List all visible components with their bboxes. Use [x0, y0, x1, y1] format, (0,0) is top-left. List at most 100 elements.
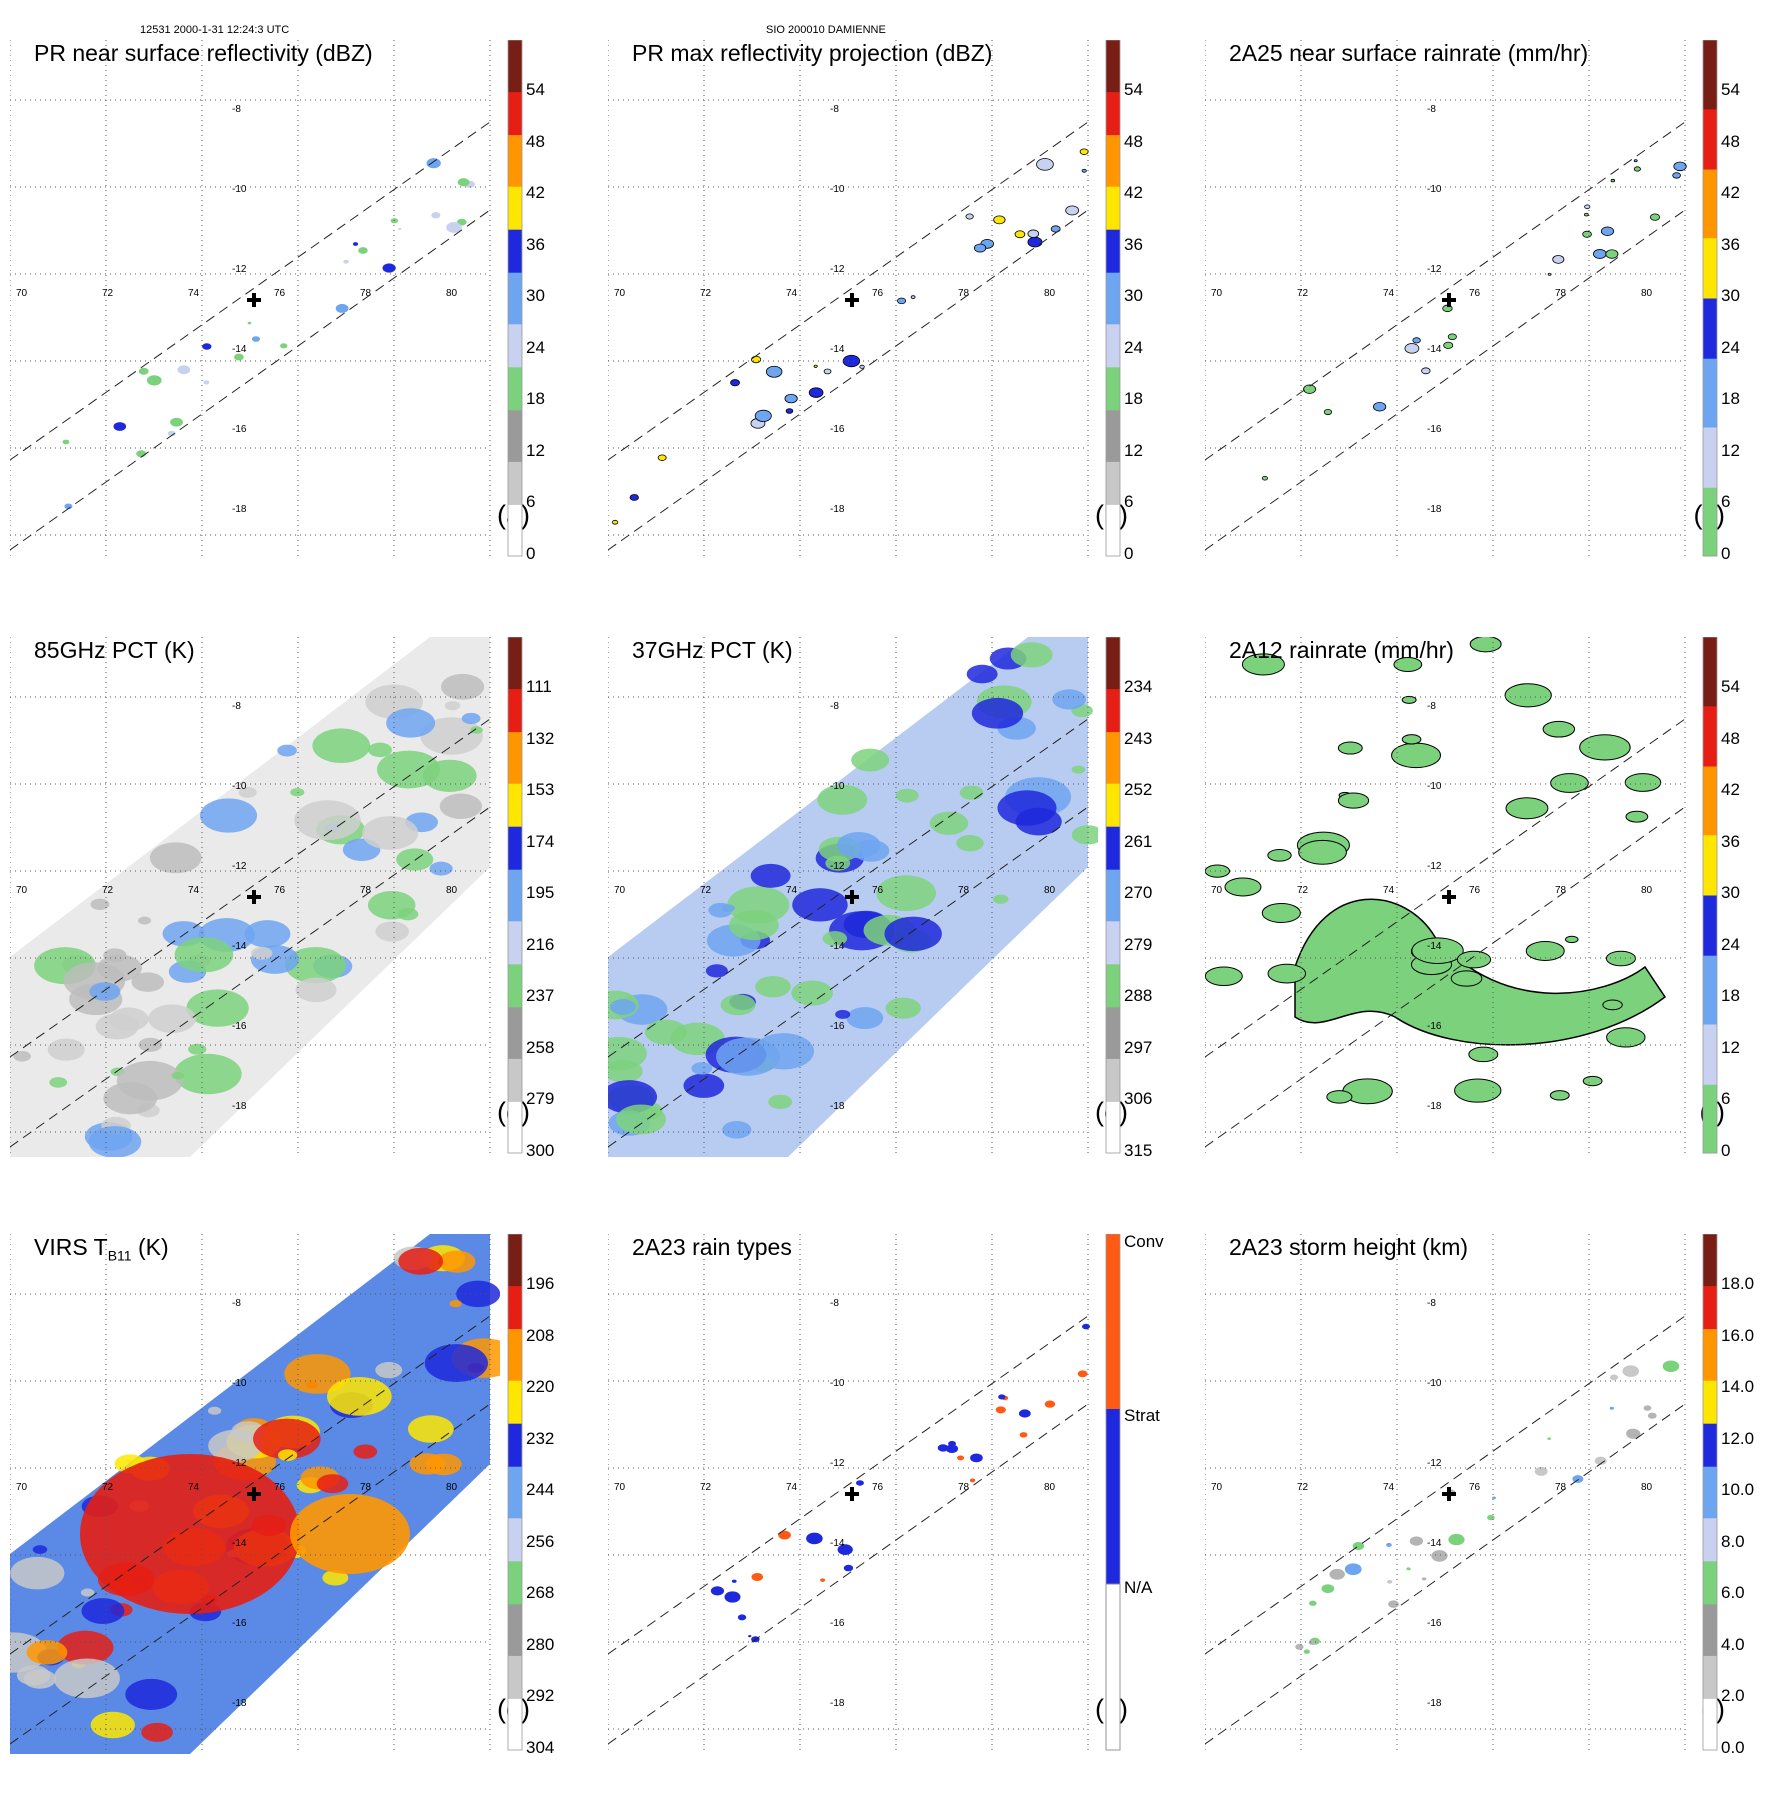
colorbar-segment [1703, 65, 1717, 75]
colorbar-segment [508, 1049, 522, 1059]
swath-edge-upper [608, 718, 1089, 1058]
lon-tick-76: 76 [274, 288, 286, 299]
rain-cell [294, 800, 361, 841]
colorbar-label: 18 [1124, 389, 1143, 408]
colorbar-segment [508, 1612, 522, 1622]
rain-cell [1468, 1046, 1499, 1063]
colorbar-segment [1106, 547, 1120, 557]
precip-pixel [136, 450, 147, 458]
rain-cell [367, 742, 392, 758]
colorbar-segment [1703, 1621, 1717, 1631]
precip-pixel [823, 368, 832, 375]
colorbar-segment [508, 671, 522, 681]
colorbar-segment [508, 57, 522, 67]
colorbar-segment [1106, 886, 1120, 896]
colorbar-segment [508, 1320, 522, 1330]
colorbar-segment [508, 48, 522, 58]
colorbar-segment [508, 1006, 522, 1016]
colorbar-segment [508, 1664, 522, 1674]
colorbar-segment [1106, 748, 1120, 758]
colorbar-label: 195 [526, 883, 555, 902]
colorbar-segment [508, 1440, 522, 1450]
colorbar-segment [1703, 1363, 1717, 1373]
rain-cell [1411, 937, 1464, 964]
colorbar-segment [508, 920, 522, 930]
colorbar-segment [508, 1500, 522, 1510]
colorbar-segment [508, 1234, 522, 1244]
rain-cell [244, 920, 291, 948]
colorbar-segment [508, 1449, 522, 1459]
colorbar-segment [1106, 1041, 1120, 1051]
rain-cell [1549, 1090, 1570, 1101]
colorbar-segment [1106, 1092, 1120, 1102]
colorbar-segment [1106, 645, 1120, 655]
colorbar-segment [508, 435, 522, 445]
colorbar-segment [508, 323, 522, 333]
colorbar-segment [1106, 212, 1120, 222]
colorbar-segment [1703, 1603, 1717, 1613]
colorbar-segment [508, 1294, 522, 1304]
precip-pixel [1386, 1542, 1392, 1547]
colorbar-segment [1106, 877, 1120, 887]
colorbar-segment [508, 662, 522, 672]
lon-tick-72: 72 [700, 885, 712, 896]
precip-pixel [1409, 1536, 1424, 1546]
colorbar-segment [1106, 662, 1120, 672]
lat-tick--8: -8 [830, 1298, 839, 1309]
colorbar-label: 30 [1721, 883, 1740, 902]
colorbar-label: 12 [1124, 440, 1143, 460]
colorbar-segment [1106, 637, 1120, 647]
colorbar-segment [508, 1110, 522, 1120]
precip-pixel [1295, 1643, 1304, 1650]
rain-cell [1326, 1090, 1353, 1104]
colorbar-segment [1703, 1741, 1717, 1751]
colorbar-segment [1106, 143, 1120, 153]
colorbar-segment [508, 680, 522, 690]
rain-cell [929, 811, 969, 835]
colorbar-segment [508, 1302, 522, 1312]
rain-cell [386, 708, 436, 738]
colorbar-label: 111 [526, 677, 552, 696]
colorbar-segment [1703, 341, 1717, 351]
lat-tick--14: -14 [1427, 344, 1442, 355]
colorbar-label: 42 [1721, 183, 1740, 202]
colorbar-segment [1703, 1092, 1717, 1102]
colorbar-segment [1703, 1049, 1717, 1059]
precip-pixel [167, 430, 176, 437]
colorbar-segment [1703, 714, 1717, 724]
colorbar-segment [1703, 495, 1717, 505]
lon-tick-80: 80 [1641, 288, 1653, 299]
colorbar-segment [1703, 877, 1717, 887]
colorbar-segment [508, 1423, 522, 1433]
colorbar-segment [508, 912, 522, 922]
precip-pixel [1027, 229, 1040, 238]
rain-cell [992, 894, 1009, 904]
precip-pixel [820, 1578, 826, 1582]
colorbar-segment [508, 963, 522, 973]
colorbar-segment [508, 1492, 522, 1502]
rain-cell [1505, 797, 1549, 820]
colorbar-segment [508, 1535, 522, 1545]
lat-tick--18: -18 [830, 1698, 845, 1709]
lon-tick-72: 72 [1297, 1482, 1309, 1493]
colorbar-segment [1703, 1075, 1717, 1085]
colorbar-segment [1703, 723, 1717, 733]
colorbar-segment [1106, 895, 1120, 905]
colorbar-segment [508, 791, 522, 801]
colorbar-segment [1703, 427, 1717, 437]
rain-cell [26, 1640, 68, 1665]
lon-tick-76: 76 [274, 1482, 286, 1493]
colorbar-segment [508, 1345, 522, 1355]
panel-title-g: VIRS TB11 (K) [34, 1234, 169, 1264]
colorbar-label: 280 [526, 1634, 555, 1654]
colorbar-segment [1106, 697, 1120, 707]
lat-tick--10: -10 [1427, 1378, 1442, 1389]
colorbar-segment [508, 306, 522, 316]
colorbar-label: 0 [526, 543, 536, 563]
colorbar-segment [508, 1084, 522, 1094]
colorbar-segment [508, 1578, 522, 1588]
colorbar-frame [507, 40, 523, 557]
colorbar-segment [508, 843, 522, 853]
colorbar-segment [508, 774, 522, 784]
colorbar-segment [508, 1371, 522, 1381]
